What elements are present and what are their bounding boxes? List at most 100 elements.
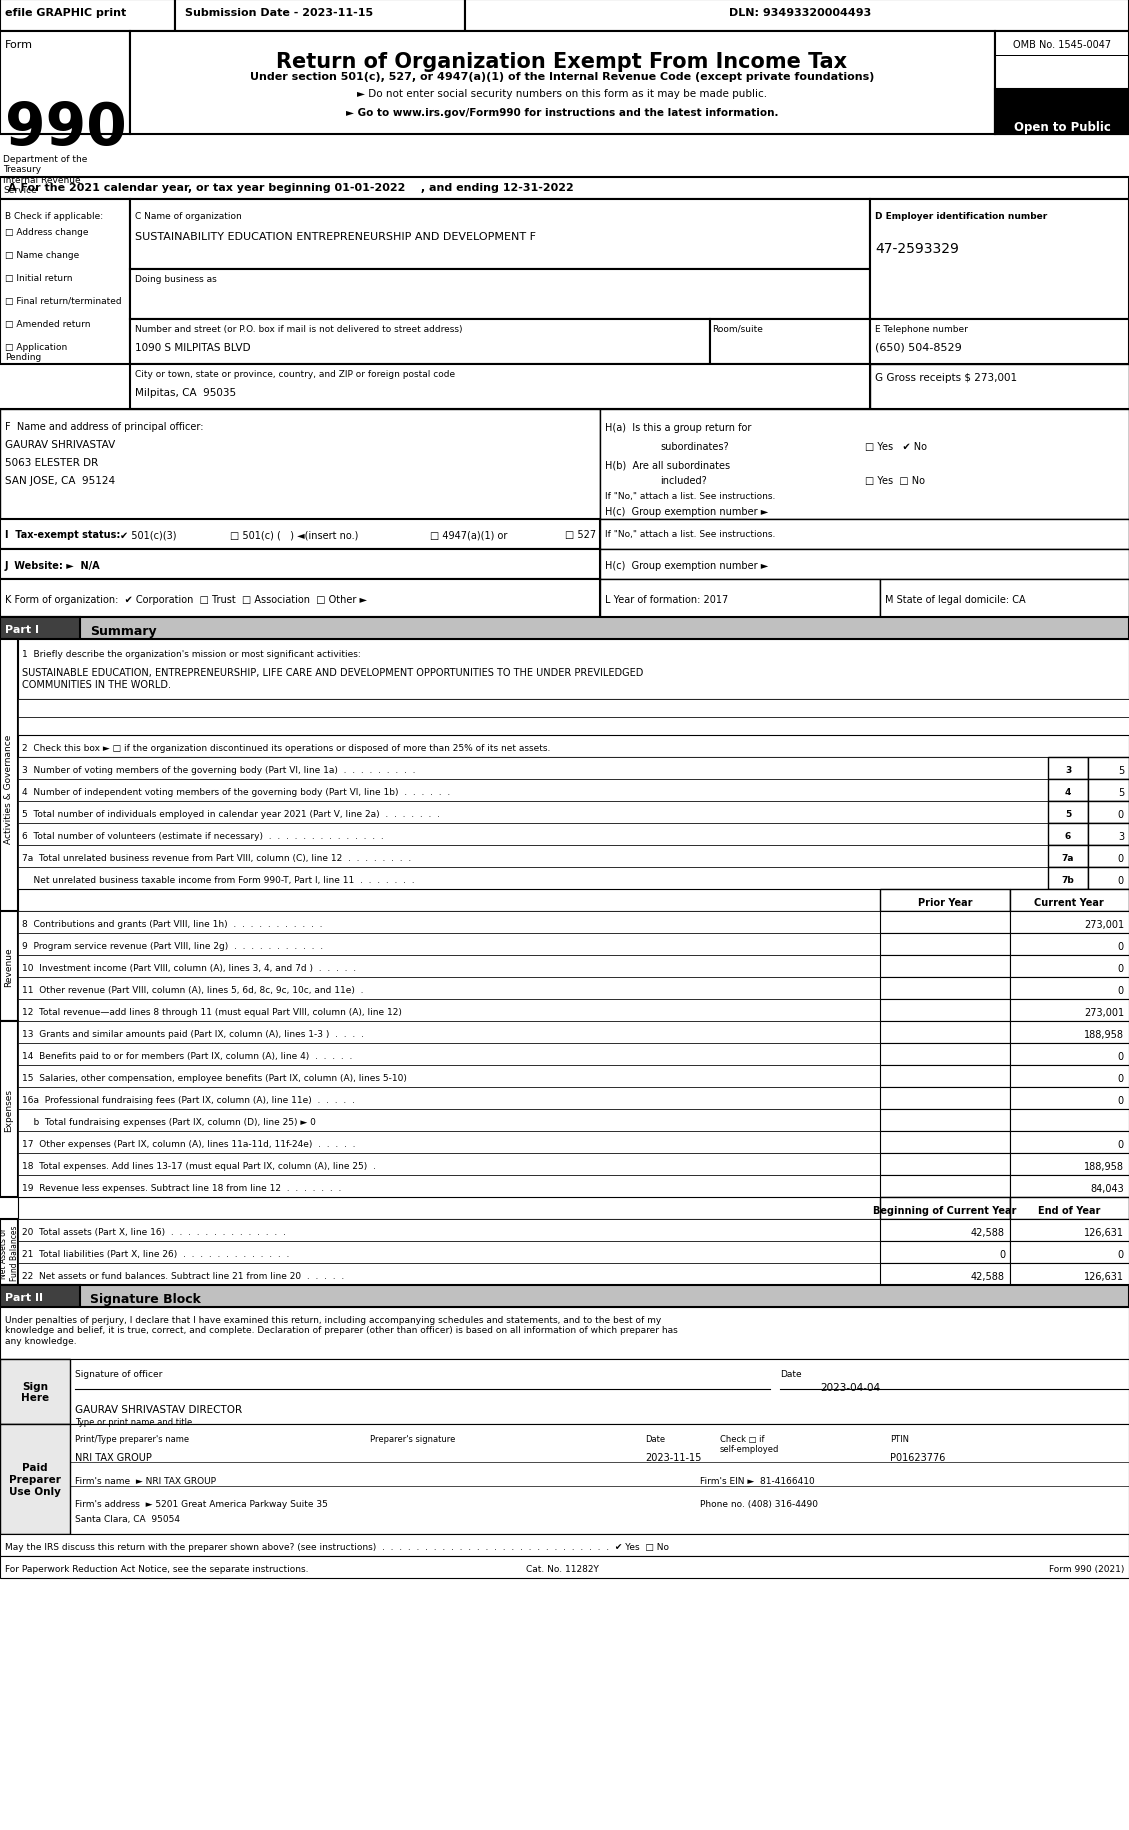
Bar (0, 199, 130, 364)
Text: 0: 0 (1118, 809, 1124, 820)
Text: ✔ 501(c)(3): ✔ 501(c)(3) (120, 529, 176, 540)
Text: 0: 0 (1118, 853, 1124, 864)
Bar (0, 1424, 1129, 1534)
Text: 16a  Professional fundraising fees (Part IX, column (A), line 11e)  .  .  .  .  : 16a Professional fundraising fees (Part … (21, 1096, 355, 1103)
Bar (1010, 1021, 1129, 1043)
Bar (879, 1219, 1010, 1241)
Text: M State of legal domicile: CA: M State of legal domicile: CA (885, 595, 1025, 604)
Text: Check □ if
self-employed: Check □ if self-employed (720, 1435, 779, 1453)
Text: □ 527: □ 527 (564, 529, 596, 540)
Bar (130, 31, 995, 135)
Text: Date: Date (645, 1435, 665, 1444)
Bar (1048, 758, 1088, 780)
Bar (175, 0, 465, 31)
Text: H(b)  Are all subordinates: H(b) Are all subordinates (605, 459, 730, 470)
Bar (0, 549, 599, 580)
Bar (599, 410, 1129, 520)
Bar (18, 736, 1129, 758)
Text: 42,588: 42,588 (971, 1272, 1005, 1281)
Bar (995, 90, 1129, 135)
Bar (18, 640, 1129, 699)
Text: Under section 501(c), 527, or 4947(a)(1) of the Internal Revenue Code (except pr: Under section 501(c), 527, or 4947(a)(1)… (250, 71, 874, 82)
Bar (0, 1285, 1129, 1307)
Bar (1048, 845, 1088, 867)
Text: H(c)  Group exemption number ►: H(c) Group exemption number ► (605, 560, 768, 571)
Text: 3: 3 (1118, 831, 1124, 842)
Text: 22  Net assets or fund balances. Subtract line 21 from line 20  .  .  .  .  .: 22 Net assets or fund balances. Subtract… (21, 1272, 344, 1281)
Text: Milpitas, CA  95035: Milpitas, CA 95035 (135, 388, 236, 397)
Bar (18, 1043, 879, 1065)
Bar (879, 1021, 1010, 1043)
Text: Print/Type preparer's name: Print/Type preparer's name (75, 1435, 190, 1444)
Bar (18, 780, 1048, 802)
Text: K Form of organization:  ✔ Corporation  □ Trust  □ Association  □ Other ►: K Form of organization: ✔ Corporation □ … (5, 595, 367, 604)
Bar (18, 1153, 879, 1175)
Bar (870, 364, 1129, 410)
Text: 21  Total liabilities (Part X, line 26)  .  .  .  .  .  .  .  .  .  .  .  .  .: 21 Total liabilities (Part X, line 26) .… (21, 1250, 289, 1259)
Text: 0: 0 (1118, 986, 1124, 996)
Text: C Name of organization: C Name of organization (135, 212, 242, 221)
Text: 126,631: 126,631 (1084, 1228, 1124, 1237)
Bar (0, 1285, 80, 1307)
Bar (870, 199, 1129, 320)
Text: □ 501(c) (   ) ◄(insert no.): □ 501(c) ( ) ◄(insert no.) (230, 529, 358, 540)
Text: Sign
Here: Sign Here (21, 1382, 49, 1402)
Text: B Check if applicable:: B Check if applicable: (5, 212, 103, 221)
Text: b  Total fundraising expenses (Part IX, column (D), line 25) ► 0: b Total fundraising expenses (Part IX, c… (21, 1118, 316, 1127)
Bar (18, 1131, 879, 1153)
Bar (1048, 802, 1088, 824)
Text: GAURAV SHRIVASTAV: GAURAV SHRIVASTAV (5, 439, 115, 450)
Text: DLN: 93493320004493: DLN: 93493320004493 (729, 7, 872, 18)
Text: 4: 4 (1065, 787, 1071, 796)
Text: 2021: 2021 (1008, 90, 1117, 128)
Bar (1088, 845, 1129, 867)
Text: 0: 0 (1118, 1074, 1124, 1083)
Text: 3: 3 (1065, 765, 1071, 774)
Text: 0: 0 (1118, 875, 1124, 886)
Text: 0: 0 (1118, 1096, 1124, 1105)
Bar (0, 1360, 70, 1424)
Bar (18, 889, 1129, 911)
Text: 0: 0 (999, 1250, 1005, 1259)
Text: 0: 0 (1118, 941, 1124, 952)
Bar (18, 955, 879, 977)
Text: Room/suite: Room/suite (712, 324, 763, 333)
Text: 4  Number of independent voting members of the governing body (Part VI, line 1b): 4 Number of independent voting members o… (21, 787, 450, 796)
Text: Part I: Part I (5, 624, 40, 635)
Text: Current Year: Current Year (1034, 897, 1104, 908)
Bar (1088, 758, 1129, 780)
Text: 20  Total assets (Part X, line 16)  .  .  .  .  .  .  .  .  .  .  .  .  .  .: 20 Total assets (Part X, line 16) . . . … (21, 1228, 286, 1237)
Text: 5: 5 (1118, 765, 1124, 776)
Text: 7a  Total unrelated business revenue from Part VIII, column (C), line 12  .  .  : 7a Total unrelated business revenue from… (21, 853, 411, 862)
Bar (599, 549, 1129, 580)
Bar (130, 364, 870, 410)
Bar (0, 619, 1129, 640)
Text: City or town, state or province, country, and ZIP or foreign postal code: City or town, state or province, country… (135, 370, 455, 379)
Bar (879, 1131, 1010, 1153)
Bar (1010, 955, 1129, 977)
Bar (1010, 933, 1129, 955)
Text: 0: 0 (1118, 1140, 1124, 1149)
Text: □ Amended return: □ Amended return (5, 320, 90, 329)
Bar (1010, 1131, 1129, 1153)
Bar (879, 1065, 1010, 1087)
Text: Form: Form (5, 40, 33, 49)
Bar (0, 580, 599, 619)
Text: Signature Block: Signature Block (90, 1292, 201, 1305)
Text: □ Yes   ✔ No: □ Yes ✔ No (865, 441, 927, 452)
Bar (0, 410, 599, 520)
Text: 5: 5 (1118, 787, 1124, 798)
Text: 0: 0 (1118, 1052, 1124, 1061)
Text: 17  Other expenses (Part IX, column (A), lines 11a-11d, 11f-24e)  .  .  .  .  .: 17 Other expenses (Part IX, column (A), … (21, 1140, 356, 1149)
Bar (879, 1241, 1010, 1263)
Text: subordinates?: subordinates? (660, 441, 728, 452)
Text: □ Name change: □ Name change (5, 251, 79, 260)
Text: 0: 0 (1118, 1250, 1124, 1259)
Text: ► Go to www.irs.gov/Form990 for instructions and the latest information.: ► Go to www.irs.gov/Form990 for instruct… (345, 108, 778, 117)
Bar (1010, 1197, 1129, 1219)
Bar (0, 0, 1129, 31)
Text: 188,958: 188,958 (1084, 1030, 1124, 1039)
Text: Cat. No. 11282Y: Cat. No. 11282Y (526, 1565, 598, 1574)
Text: A For the 2021 calendar year, or tax year beginning 01-01-2022    , and ending 1: A For the 2021 calendar year, or tax yea… (8, 183, 574, 192)
Bar (18, 1065, 879, 1087)
